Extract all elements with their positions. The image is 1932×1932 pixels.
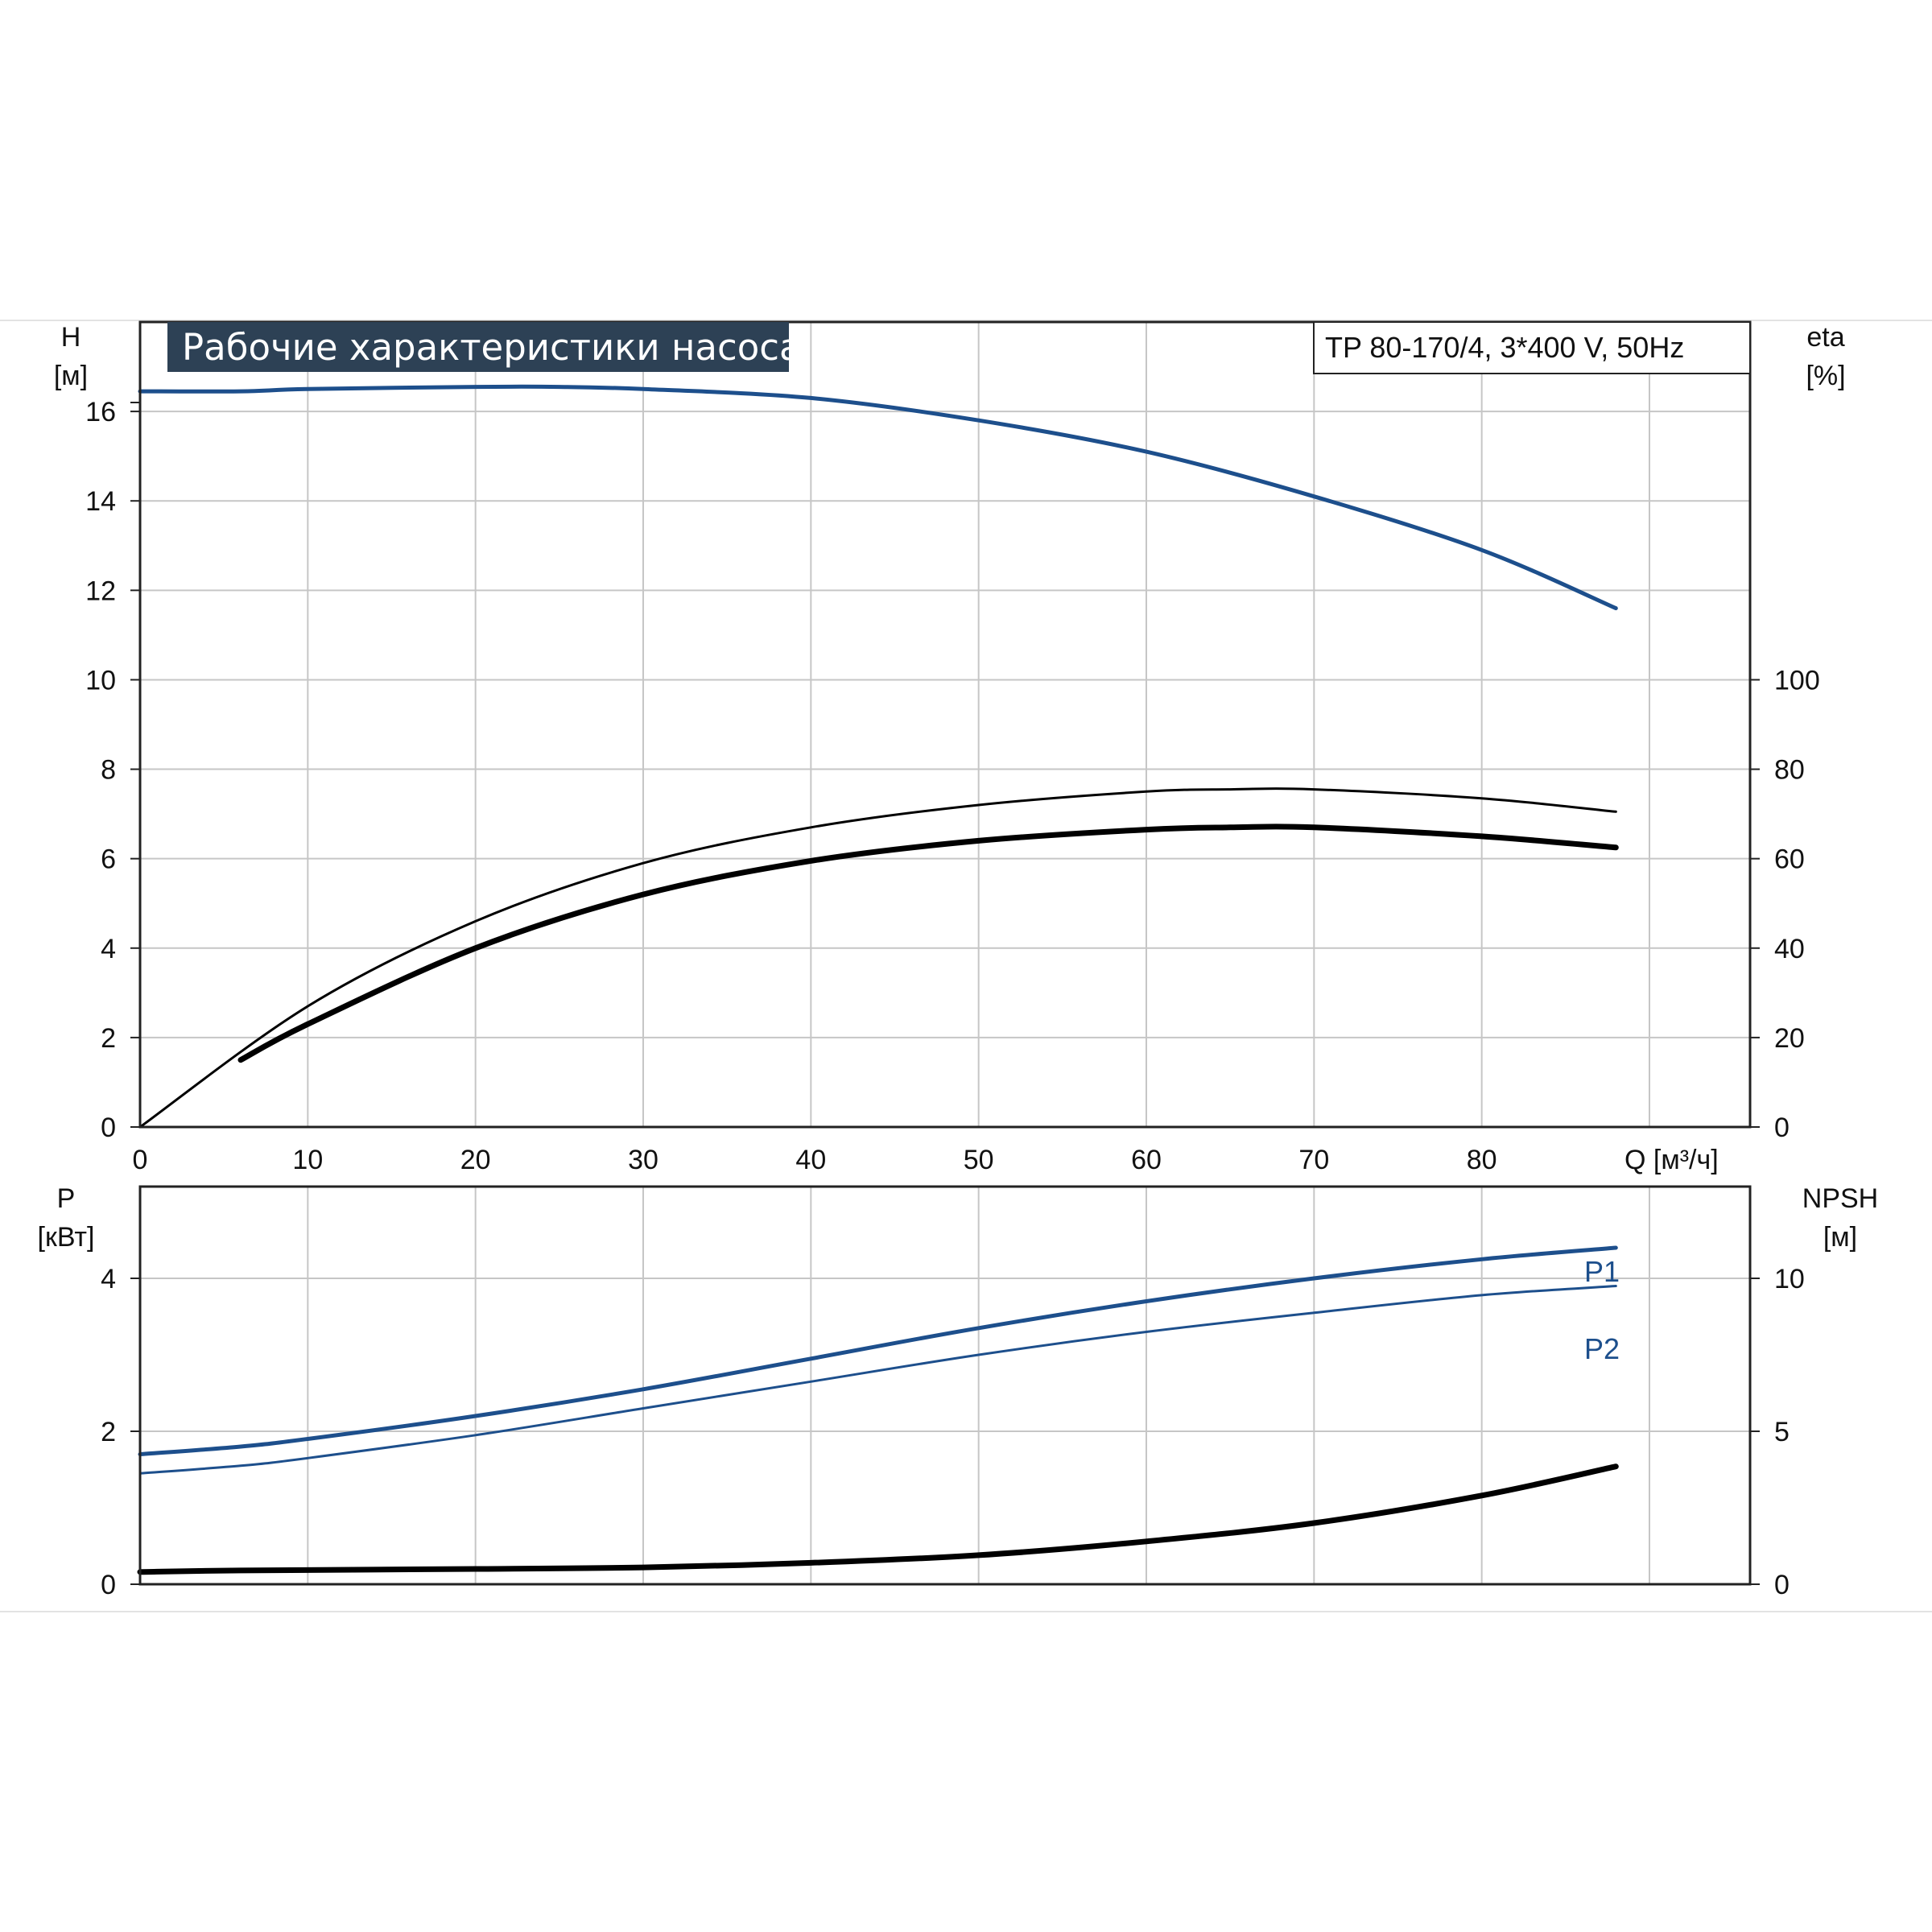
bottom-right-tick-label: 0 [1774,1570,1790,1600]
bottom-series-curve-2 [137,1463,1619,1575]
top-series-curve-0 [138,384,1618,611]
x-tick-label: 70 [1298,1145,1329,1175]
top-ticks: 0 2 4 6 8 10 12 14 16 0 20 40 60 80 100 0 10 20 30 40 50 60 70… [85,397,1820,1175]
top-right-tick-label: 20 [1774,1023,1805,1054]
right-axis-name-eta: eta [1806,322,1844,353]
top-left-tick-label: 10 [85,665,116,696]
x-tick-label: 20 [460,1145,491,1175]
top-series-curve-2 [237,824,1619,1063]
x-tick-label: 0 [133,1145,148,1175]
x-tick-label: 60 [1131,1145,1162,1175]
bottom-ticks: 0 2 4 0 5 10 [101,1264,1805,1600]
bottom-left-tick-label: 0 [101,1570,116,1600]
title-background [167,322,789,372]
power-npsh-panel: 0 2 4 0 5 10 P [кВт] NPSH [м] P1 P2 [38,1183,1879,1600]
left-axis-unit-h: [м] [54,361,88,391]
chart-title: Рабочие характеристики насоса [182,326,802,369]
x-tick-label: 50 [964,1145,994,1175]
top-right-tick-label: 40 [1774,934,1805,964]
right-axis-name-npsh: NPSH [1802,1183,1878,1214]
model-box: TP 80-170/4, 3*400 V, 50Hz [1313,321,1751,374]
top-right-tick-label: 80 [1774,755,1805,786]
x-axis-label: Q [м³/ч] [1624,1145,1719,1175]
series-label-p2: P2 [1584,1332,1620,1365]
top-grid [140,322,1750,1128]
top-left-tick-label: 12 [85,576,116,606]
bottom-series-curve-1 [138,1285,1617,1475]
bottom-series [137,1245,1619,1575]
bottom-right-tick-label: 10 [1774,1264,1805,1294]
bottom-right-tick-label: 5 [1774,1417,1790,1447]
right-axis-unit-eta: [%] [1806,361,1845,391]
x-tick-label: 80 [1467,1145,1497,1175]
left-axis-unit-p: [кВт] [38,1222,95,1253]
x-tick-label: 10 [292,1145,323,1175]
head-efficiency-panel: 0 2 4 6 8 10 12 14 16 0 20 40 60 80 100 0 10 20 30 40 50 60 70… [54,320,1846,1175]
top-right-tick-label: 60 [1774,844,1805,875]
top-series-curve-1 [138,787,1617,1129]
top-left-tick-label: 6 [101,844,116,875]
top-left-tick-label: 2 [101,1023,116,1054]
bottom-left-tick-label: 4 [101,1264,116,1294]
bottom-left-tick-label: 2 [101,1417,116,1447]
right-axis-unit-npsh: [м] [1823,1222,1857,1253]
top-left-tick-label: 16 [85,397,116,427]
top-left-tick-label: 0 [101,1113,116,1143]
top-left-tick-label: 14 [85,486,116,517]
series-label-p1: P1 [1584,1255,1620,1288]
bottom-plot-frame [138,1185,1752,1586]
bottom-grid [140,1187,1750,1585]
x-tick-label: 30 [628,1145,658,1175]
title-box: Рабочие характеристики насоса [167,322,802,372]
top-left-tick-label: 8 [101,755,116,786]
model-box-frame [1313,321,1751,374]
top-right-tick-label: 0 [1774,1113,1790,1143]
top-right-tick-label: 100 [1774,665,1820,696]
model-label: TP 80-170/4, 3*400 V, 50Hz [1325,331,1684,364]
top-left-tick-label: 4 [101,934,116,964]
left-axis-name-p: P [57,1183,76,1214]
x-tick-label: 40 [795,1145,826,1175]
top-series [138,384,1619,1129]
top-plot-frame [138,320,1752,1129]
left-axis-name-h: H [61,322,81,353]
bottom-series-curve-0 [138,1245,1618,1456]
